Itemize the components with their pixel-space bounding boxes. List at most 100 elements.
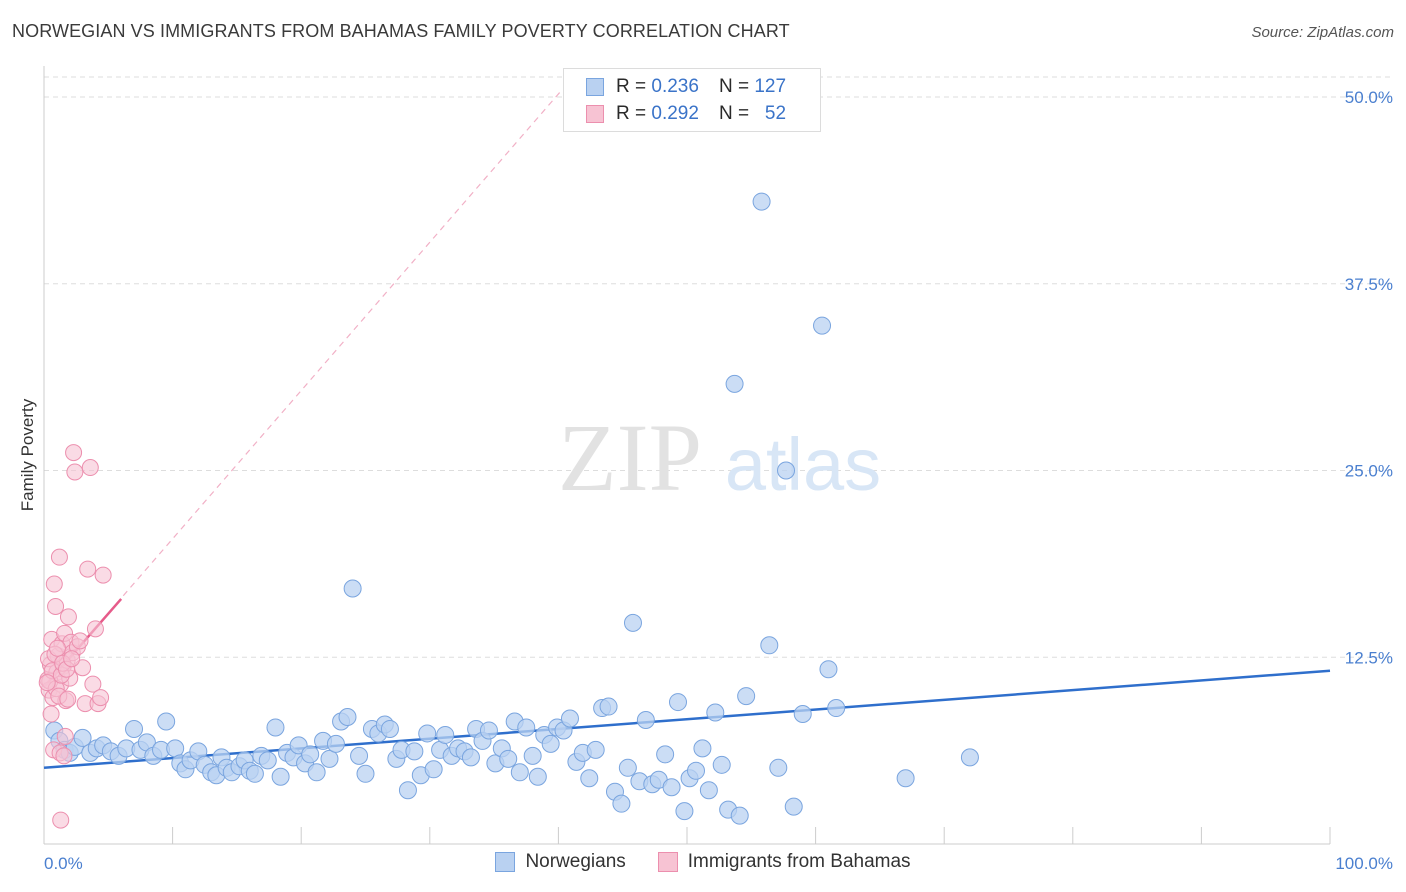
norwegian-point (623, 613, 642, 632)
bahamas-point (49, 639, 67, 657)
y-tick-label: 25.0% (1345, 462, 1393, 481)
norwegian-point (752, 192, 771, 211)
norwegian-point (725, 374, 744, 393)
y-tick-label: 37.5% (1345, 275, 1393, 294)
norwegian-point (356, 764, 375, 783)
bahamas-point (71, 632, 89, 650)
norwegian-point (560, 709, 579, 728)
norwegian-point (418, 724, 437, 743)
norwegian-point (827, 699, 846, 718)
norwegian-point (730, 806, 749, 825)
norwegian-point (398, 781, 417, 800)
norwegian-point (618, 758, 637, 777)
norwegian-point (499, 749, 518, 768)
norwegian-point (599, 697, 618, 716)
norwegian-point (687, 761, 706, 780)
bahamas-point (59, 608, 77, 626)
norwegian-point (245, 764, 264, 783)
bahamas-point (55, 747, 73, 765)
norwegian-point (157, 712, 176, 731)
norwegian-point (793, 705, 812, 724)
norwegian-point (510, 763, 529, 782)
legend-r-label: R = (616, 103, 647, 124)
bahamas-point (38, 674, 56, 692)
y-tick-label: 12.5% (1345, 648, 1393, 667)
norwegian-point (769, 758, 788, 777)
norwegian-point (73, 728, 92, 747)
bahamas-point (94, 566, 112, 584)
norwegian-point (350, 746, 369, 765)
norwegian-point (320, 749, 339, 768)
bahamas-point (66, 463, 84, 481)
legend-item-norwegians[interactable]: Norwegians (495, 851, 626, 873)
norwegian-point (813, 316, 832, 335)
legend-label-bahamas: Immigrants from Bahamas (687, 851, 911, 872)
norwegian-point (636, 710, 655, 729)
norwegian-point (271, 767, 290, 786)
bahamas-point (79, 560, 97, 578)
bahamas-point (52, 811, 70, 829)
chart-title: NORWEGIAN VS IMMIGRANTS FROM BAHAMAS FAM… (12, 21, 790, 41)
norwegian-point (436, 725, 455, 744)
norwegian-point (784, 797, 803, 816)
norwegian-point (699, 781, 718, 800)
bahamas-point (45, 575, 63, 593)
norwegian-point (405, 742, 424, 761)
norwegian-point (586, 740, 605, 759)
norwegian-point (960, 748, 979, 767)
norwegian-point (777, 461, 796, 480)
norwegian-point (656, 745, 675, 764)
legend-n-value: 127 (754, 76, 787, 97)
norwegian-point (517, 718, 536, 737)
y-axis-label: Family Poverty (18, 398, 37, 512)
bahamas-point (65, 444, 83, 462)
norwegian-point (461, 748, 480, 767)
source-label: Source: ZipAtlas.com (1251, 24, 1394, 41)
norwegian-trend-line (43, 669, 1331, 770)
norwegian-point (668, 693, 687, 712)
norwegian-point (166, 739, 185, 758)
bahamas-point (42, 705, 60, 723)
legend-r-label: R = (616, 76, 647, 97)
bahamas-point (50, 548, 68, 566)
data-points (38, 192, 979, 829)
series-legend: Norwegians Immigrants from Bahamas (0, 851, 1406, 873)
legend-swatch-pink (586, 105, 604, 123)
legend-n-value: 52 (764, 103, 787, 124)
norwegian-point (380, 719, 399, 738)
norwegian-point (580, 769, 599, 788)
bahamas-point (56, 727, 74, 745)
legend-r-value: 0.236 (651, 76, 699, 97)
legend-n-label: N = (718, 76, 750, 97)
legend-label-norwegians: Norwegians (525, 851, 626, 872)
bahamas-point (63, 650, 81, 668)
legend-row-bahamas: R = 0.292 N = 52 (586, 101, 786, 127)
norwegian-point (258, 751, 277, 770)
norwegian-point (706, 703, 725, 722)
bahamas-point (84, 675, 102, 693)
bahamas-point (59, 690, 77, 708)
legend-item-bahamas[interactable]: Immigrants from Bahamas (657, 851, 911, 873)
legend-row-norwegians: R = 0.236 N = 127 (586, 74, 786, 100)
norwegian-point (541, 734, 560, 753)
norwegian-point (125, 719, 144, 738)
correlation-legend: R = 0.236 N = 127 R = 0.292 N = 52 (563, 68, 821, 132)
norwegian-point (307, 763, 326, 782)
norwegian-point (675, 802, 694, 821)
norwegian-point (523, 746, 542, 765)
y-tick-label: 50.0% (1345, 88, 1393, 107)
grid-lines (44, 76, 1394, 658)
x-tick-label: 0.0% (44, 854, 83, 873)
norwegian-point (896, 769, 915, 788)
watermark-zip: ZIP (558, 404, 702, 511)
watermark: ZIP atlas (558, 404, 881, 511)
norwegian-point (343, 579, 362, 598)
norwegian-point (301, 745, 320, 764)
watermark-atlas: atlas (725, 423, 881, 506)
norwegian-point (338, 708, 357, 727)
bahamas-point (81, 459, 99, 477)
bahamas-point (86, 620, 104, 638)
norwegian-point (326, 734, 345, 753)
legend-swatch-norwegians (495, 852, 516, 872)
